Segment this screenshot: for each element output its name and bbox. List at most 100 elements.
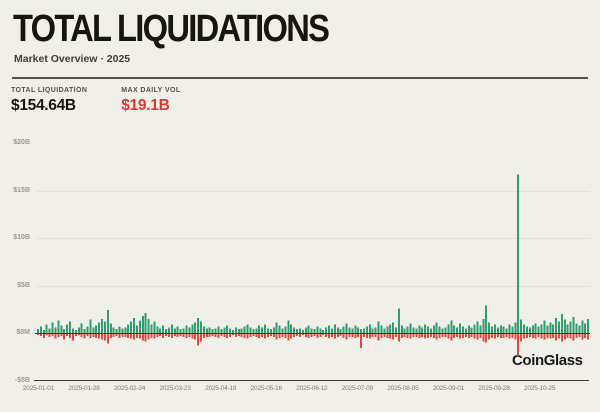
long-liquidations-bar: [476, 321, 479, 333]
long-liquidations-bar: [464, 328, 467, 333]
y-axis-tick-label: -$5B: [14, 376, 30, 384]
long-liquidations-bar: [86, 326, 89, 333]
long-liquidations-bar: [525, 326, 528, 333]
short-liquidations-bar: [543, 333, 546, 340]
short-liquidations-bar: [496, 333, 499, 337]
short-liquidations-bar: [133, 333, 136, 340]
bars-plot[interactable]: [0, 136, 600, 412]
short-liquidations-bar: [202, 333, 205, 338]
long-liquidations-bar: [42, 330, 45, 333]
short-liquidations-bar: [537, 333, 540, 337]
short-liquidations-bar: [80, 333, 83, 337]
short-liquidations-bar: [461, 333, 464, 338]
long-liquidations-bar: [383, 328, 386, 333]
short-liquidations-bar: [167, 333, 170, 337]
page-subtitle: Market Overview · 2025: [14, 53, 131, 65]
short-liquidations-bar: [424, 333, 427, 339]
short-liquidations-bar: [325, 333, 328, 337]
long-liquidations-bar: [211, 329, 214, 333]
long-liquidations-bar: [39, 326, 42, 333]
coinglass-watermark: CoinGlass: [512, 352, 583, 369]
short-liquidations-bar: [255, 333, 258, 337]
long-liquidations-bar: [112, 327, 115, 333]
short-liquidations-bar: [39, 333, 42, 336]
short-liquidations-bar: [42, 333, 45, 338]
stat-total-liquidation: TOTAL LIQUIDATION $154.64B: [11, 87, 87, 115]
long-liquidations-bar: [409, 323, 412, 333]
short-liquidations-bar: [98, 333, 101, 339]
short-liquidations-bar: [252, 333, 255, 336]
short-liquidations-bar: [456, 333, 459, 337]
short-liquidations-bar: [127, 333, 130, 338]
short-liquidations-bar: [112, 333, 115, 337]
short-liquidations-bar: [223, 333, 226, 337]
long-liquidations-bar: [421, 327, 424, 333]
long-liquidations-bar: [362, 328, 365, 333]
long-liquidations-bar: [511, 326, 514, 333]
short-liquidations-bar: [124, 333, 127, 337]
short-liquidations-bar: [578, 333, 581, 337]
long-liquidations-bar: [569, 321, 572, 333]
long-liquidations-bar: [275, 322, 278, 333]
short-liquidations-bar: [476, 333, 479, 340]
short-liquidations-bar: [101, 333, 104, 340]
short-liquidations-bar: [534, 333, 537, 339]
short-liquidations-bar: [374, 333, 377, 337]
long-liquidations-bar: [176, 326, 179, 333]
short-liquidations-bar: [226, 333, 229, 338]
short-liquidations-bar: [546, 333, 549, 338]
short-liquidations-bar: [354, 333, 357, 338]
short-liquidations-bar: [450, 333, 453, 341]
x-axis-tick-label: 2025-07-09: [341, 385, 373, 392]
long-liquidations-bar: [403, 328, 406, 333]
long-liquidations-bar: [537, 326, 540, 333]
short-liquidations-bar: [397, 333, 400, 342]
long-liquidations-bar: [197, 317, 200, 333]
x-axis-tick-label: 2025-03-23: [159, 385, 191, 392]
long-liquidations-bar: [159, 328, 162, 333]
y-axis-tick-label: $20B: [13, 139, 30, 146]
long-liquidations-bar: [153, 321, 156, 333]
long-liquidations-bar: [98, 322, 101, 333]
long-liquidations-bar: [459, 323, 462, 333]
long-liquidations-bar: [310, 328, 313, 333]
short-liquidations-bar: [459, 333, 462, 339]
long-liquidations-bar: [290, 324, 293, 333]
long-liquidations-bar: [57, 320, 60, 333]
short-liquidations-bar: [357, 333, 360, 337]
stats-row: TOTAL LIQUIDATION $154.64B MAX DAILY VOL…: [11, 87, 181, 115]
x-axis-tick-label: 2025-01-01: [22, 385, 55, 392]
x-axis-tick-label: 2025-04-19: [205, 385, 237, 392]
short-liquidations-bar: [540, 333, 543, 339]
short-liquidations-bar: [406, 333, 409, 338]
long-liquidations-bar: [461, 326, 464, 333]
long-liquidations-bar: [473, 324, 476, 333]
short-liquidations-bar: [438, 333, 441, 338]
long-liquidations-bar: [502, 326, 505, 333]
long-liquidations-bar: [208, 327, 211, 333]
long-liquidations-bar: [66, 324, 69, 333]
short-liquidations-bar: [191, 333, 194, 339]
long-liquidations-bar: [214, 328, 217, 333]
long-liquidations-bar: [156, 326, 159, 333]
long-liquidations-bar: [342, 326, 345, 333]
long-liquidations-bar: [165, 329, 168, 333]
long-liquidations-bar: [572, 316, 575, 333]
short-liquidations-bar: [386, 333, 389, 338]
long-liquidations-bar: [424, 324, 427, 333]
long-liquidations-bar: [37, 329, 39, 333]
short-liquidations-bar: [351, 333, 354, 337]
long-liquidations-bar: [261, 327, 264, 333]
long-liquidations-bar: [549, 322, 552, 333]
short-liquidations-bar: [165, 333, 168, 336]
long-liquidations-bar: [191, 324, 194, 333]
x-axis-tick-label: 2025-09-28: [478, 385, 510, 392]
short-liquidations-bar: [587, 333, 590, 340]
long-liquidations-bar: [313, 329, 316, 333]
long-liquidations-bar: [560, 314, 563, 333]
long-liquidations-bar: [429, 328, 432, 333]
liquidations-bar-chart[interactable]: CoinGlass $20B $15B $10B $5B $0M -$5B 2025-01-…: [0, 136, 600, 412]
short-liquidations-bar: [336, 333, 339, 337]
long-liquidations-bar: [167, 327, 170, 333]
